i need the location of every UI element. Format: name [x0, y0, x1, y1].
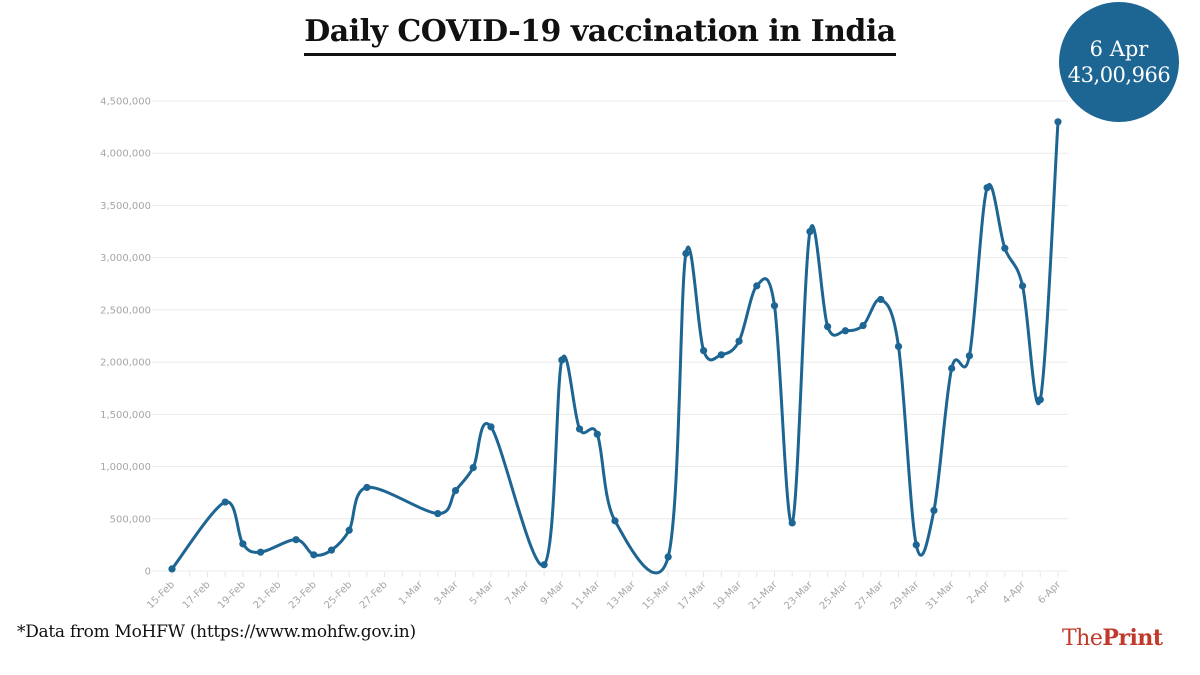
- data-point: [327, 546, 336, 554]
- data-point: [363, 483, 371, 492]
- x-tick-label: 5-Mar: [468, 579, 497, 608]
- data-point: [310, 551, 318, 559]
- data-point: [221, 498, 229, 506]
- data-point: [575, 425, 584, 433]
- data-point: [806, 227, 814, 236]
- data-point: [788, 519, 796, 527]
- gridlines: [152, 100, 1068, 572]
- data-point: [469, 464, 477, 472]
- x-tick-label: 6-Apr: [1036, 579, 1064, 607]
- data-points: [168, 118, 1062, 573]
- data-point: [894, 342, 903, 351]
- x-tick-label: 7-Mar: [503, 579, 532, 608]
- x-tick-label: 25-Mar: [818, 579, 851, 612]
- y-tick-label: 4,500,000: [100, 97, 151, 108]
- data-point: [700, 347, 708, 355]
- data-point: [487, 423, 495, 431]
- data-point: [434, 509, 442, 518]
- x-tick-label: 27-Feb: [358, 579, 390, 611]
- x-tick-label: 11-Mar: [570, 579, 603, 612]
- data-point: [611, 517, 619, 525]
- logo-part-the: The: [1062, 626, 1103, 651]
- data-point: [682, 249, 690, 258]
- data-point: [877, 295, 885, 304]
- data-point: [168, 565, 176, 573]
- y-tick-label: 500,000: [110, 514, 151, 525]
- y-axis: 0 500,000 1,000,000 1,500,000 2,000,000 2,500…: [100, 97, 151, 578]
- y-tick-label: 3,000,000: [100, 253, 151, 264]
- callout-badge: 6 Apr 43,00,966: [1059, 2, 1179, 122]
- data-point: [540, 561, 548, 569]
- data-point: [930, 506, 938, 515]
- series-line: [170, 120, 1060, 575]
- data-point: [239, 540, 247, 548]
- data-point: [912, 541, 920, 549]
- x-tick-label: 4-Apr: [1001, 579, 1029, 607]
- y-tick-label: 4,000,000: [100, 149, 151, 160]
- data-point: [983, 184, 991, 192]
- y-tick-label: 3,500,000: [100, 201, 151, 212]
- x-tick-label: 29-Mar: [889, 579, 922, 612]
- x-tick-label: 23-Mar: [782, 579, 815, 612]
- data-point: [1018, 282, 1027, 290]
- x-tick-label: 17-Feb: [181, 579, 213, 611]
- x-tick-label: 25-Feb: [322, 579, 354, 611]
- data-point: [841, 327, 849, 335]
- data-point: [859, 321, 867, 330]
- y-tick-label: 2,500,000: [100, 305, 151, 316]
- data-point: [770, 302, 779, 310]
- data-point: [735, 337, 743, 345]
- data-point: [593, 430, 601, 438]
- data-point: [292, 536, 300, 544]
- y-tick-label: 2,000,000: [100, 358, 151, 369]
- x-tick-label: 19-Feb: [216, 579, 248, 611]
- data-point: [824, 323, 832, 331]
- y-tick-label: 1,500,000: [100, 410, 151, 421]
- x-tick-label: 3-Mar: [432, 579, 461, 608]
- x-tick-label: 2-Apr: [965, 579, 993, 607]
- data-point: [345, 526, 353, 534]
- x-tick-label: 17-Mar: [676, 579, 709, 612]
- data-point: [965, 352, 974, 360]
- data-point: [664, 553, 672, 561]
- y-tick-label: 0: [145, 567, 151, 578]
- data-point: [451, 486, 460, 495]
- data-point: [1036, 396, 1044, 404]
- x-tick-label: 15-Feb: [145, 579, 177, 611]
- data-point: [753, 282, 761, 290]
- callout-value: 43,00,966: [1067, 63, 1171, 87]
- data-point: [1054, 118, 1062, 126]
- data-point: [717, 351, 725, 359]
- theprint-logo: ThePrint: [1062, 625, 1163, 651]
- data-point: [257, 548, 265, 556]
- x-tick-label: 27-Mar: [853, 579, 886, 612]
- x-axis: 15-Feb 17-Feb 19-Feb 21-Feb 23-Feb 25-Feb 27-F…: [145, 572, 1064, 612]
- x-tick-label: 23-Feb: [287, 579, 319, 611]
- data-point: [558, 356, 566, 364]
- x-tick-label: 1-Mar: [397, 579, 426, 608]
- x-tick-label: 15-Mar: [641, 579, 674, 612]
- data-point: [948, 364, 956, 372]
- callout-date: 6 Apr: [1089, 37, 1149, 61]
- x-tick-label: 13-Mar: [605, 579, 638, 612]
- chart-title: Daily COVID-19 vaccination in India: [304, 14, 896, 56]
- x-tick-label: 31-Mar: [924, 579, 957, 612]
- x-tick-label: 9-Mar: [539, 579, 568, 608]
- x-tick-label: 21-Mar: [747, 579, 780, 612]
- data-point: [1001, 244, 1009, 252]
- source-footnote: *Data from MoHFW (https://www.mohfw.gov.…: [17, 622, 416, 642]
- x-tick-label: 19-Mar: [711, 579, 744, 612]
- chart-title-wrap: Daily COVID-19 vaccination in India: [0, 14, 1200, 56]
- x-tick-label: 21-Feb: [252, 579, 284, 611]
- y-tick-label: 1,000,000: [100, 462, 151, 473]
- logo-part-print: Print: [1102, 625, 1163, 651]
